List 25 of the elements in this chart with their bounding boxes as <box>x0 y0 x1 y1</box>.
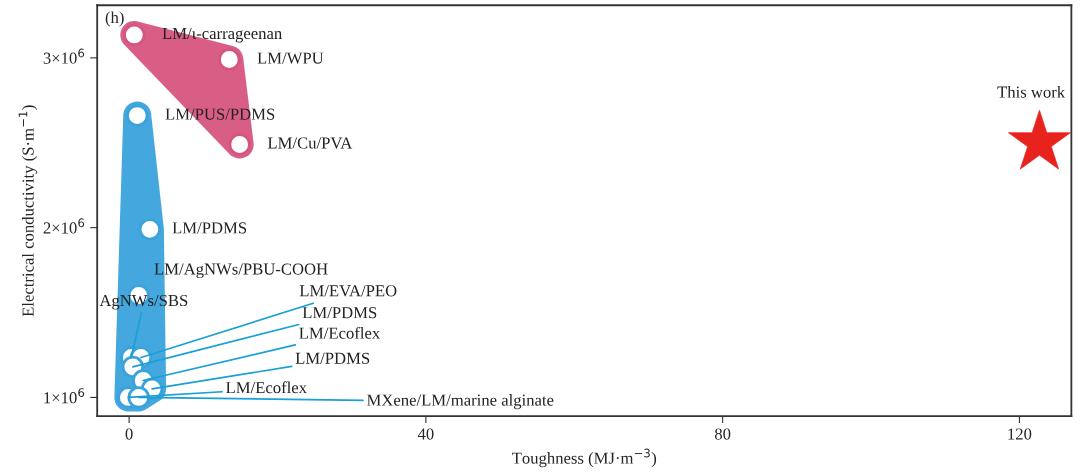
x-tick-label: 80 <box>714 428 731 440</box>
y-tick-label: 2×10$^{6}$ <box>43 218 85 234</box>
x-tick-label: 120 <box>1008 428 1032 440</box>
point <box>126 104 149 127</box>
point <box>123 23 146 47</box>
y-axis-title: Electrical conductivity (S·m$^{−1}$) <box>18 105 38 317</box>
annotation: This work <box>997 85 1066 98</box>
x-axis-title: Toughness (MJ·m$^{−3}$) <box>512 448 657 468</box>
point <box>228 133 251 156</box>
annotation: LM/WPU <box>257 52 324 64</box>
x-tick-label: 0 <box>125 428 133 440</box>
annotation: LM/EVA/PEO <box>299 285 397 297</box>
annotation: (h) <box>105 11 124 27</box>
y-tick-label: 3×10$^{6}$ <box>43 48 85 64</box>
annotation: LM/Ecoflex <box>226 381 307 394</box>
annotation: MXene/LM/marine alginate <box>367 394 554 410</box>
annotation: LM/PDMS <box>172 222 247 234</box>
annotation: LM/Ecoflex <box>299 326 381 339</box>
annotation: LM/PDMS <box>295 352 370 364</box>
annotation: LM/PDMS <box>302 307 377 319</box>
point <box>138 218 162 241</box>
point <box>218 48 241 71</box>
x-tick-label: 40 <box>417 428 434 440</box>
annotation: LM/Cu/PVA <box>267 137 353 149</box>
y-tick-label: 1×10$^{6}$ <box>44 388 85 404</box>
